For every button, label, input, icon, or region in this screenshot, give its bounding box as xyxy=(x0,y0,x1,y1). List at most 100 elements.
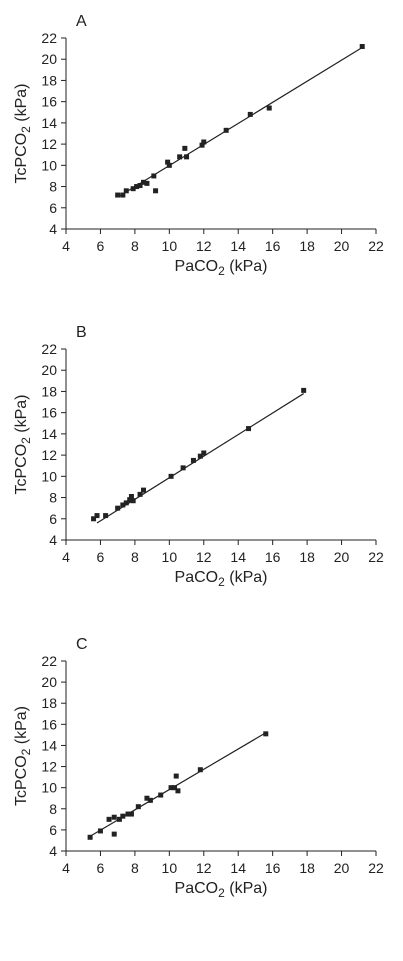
y-axis-label: TcPCO2 (kPa) xyxy=(13,83,33,183)
data-point xyxy=(190,457,196,463)
data-point xyxy=(147,797,153,803)
y-tick-label: 12 xyxy=(41,447,57,463)
data-point xyxy=(134,184,140,190)
x-tick-label: 22 xyxy=(368,860,384,876)
data-point xyxy=(97,828,103,834)
data-point xyxy=(128,811,134,817)
data-point xyxy=(135,804,141,810)
data-point xyxy=(266,105,272,111)
data-point xyxy=(141,487,146,493)
data-point xyxy=(141,179,146,185)
x-tick-label: 10 xyxy=(162,860,178,876)
data-point xyxy=(115,192,121,198)
x-tick-label: 18 xyxy=(299,238,315,254)
y-axis-label: TcPCO2 (kPa) xyxy=(13,706,33,806)
x-tick-label: 6 xyxy=(97,860,105,876)
data-point xyxy=(201,139,207,145)
data-point xyxy=(144,795,150,801)
x-axis-label: PaCO2 (kPa) xyxy=(175,258,268,278)
x-tick-label: 6 xyxy=(97,238,105,254)
chart-panel-c: 4 6 8 10 12 14 16 18 20 22 4 6 8 10 12 14 16 18 20 22 C PaCO2… xyxy=(13,636,384,900)
x-tick-label: 22 xyxy=(368,549,384,565)
x-tick-label: 16 xyxy=(265,238,281,254)
y-tick-label: 4 xyxy=(49,221,57,237)
data-point xyxy=(182,145,188,151)
data-point xyxy=(172,785,177,791)
x-tick-label: 12 xyxy=(196,238,212,254)
panel-label: A xyxy=(76,13,87,30)
data-point xyxy=(106,816,112,822)
y-tick-label: 16 xyxy=(41,405,57,421)
y-tick-label: 6 xyxy=(49,511,57,527)
data-point xyxy=(153,188,159,194)
x-tick-label: 14 xyxy=(230,549,246,565)
data-point xyxy=(120,192,126,198)
x-tick-label: 20 xyxy=(334,549,350,565)
y-tick-label: 14 xyxy=(41,426,57,442)
y-tick-label: 6 xyxy=(49,200,57,216)
data-point xyxy=(120,813,126,819)
y-tick-label: 18 xyxy=(41,695,57,711)
data-point xyxy=(130,186,136,192)
data-point xyxy=(151,173,157,179)
data-point xyxy=(123,188,129,194)
data-point xyxy=(137,182,143,188)
data-point xyxy=(175,788,181,794)
x-tick-label: 12 xyxy=(196,860,212,876)
y-tick-label: 10 xyxy=(41,468,57,484)
x-tick-label: 20 xyxy=(334,860,350,876)
data-point xyxy=(111,831,117,837)
data-point xyxy=(94,513,100,519)
data-point xyxy=(116,816,122,822)
x-tick-label: 16 xyxy=(265,860,281,876)
data-point xyxy=(168,785,174,791)
y-tick-label: 4 xyxy=(49,532,57,548)
regression-line xyxy=(117,47,363,198)
y-tick-label: 10 xyxy=(41,157,57,173)
x-tick-label: 18 xyxy=(299,549,315,565)
data-point xyxy=(173,773,179,779)
x-tick-label: 10 xyxy=(162,549,178,565)
data-point xyxy=(87,834,93,840)
data-point xyxy=(103,513,109,519)
data-point xyxy=(144,180,150,186)
y-tick-label: 6 xyxy=(49,822,57,838)
data-point xyxy=(127,497,133,503)
x-tick-label: 6 xyxy=(97,549,105,565)
y-tick-label: 8 xyxy=(49,490,57,506)
y-tick-label: 22 xyxy=(41,30,57,46)
data-point xyxy=(184,154,190,160)
y-tick-label: 12 xyxy=(41,136,57,152)
chart-panel-b: 4 6 8 10 12 14 16 18 20 22 4 6 8 10 12 14 16 18 20 22 B PaCO2… xyxy=(13,324,384,589)
x-tick-label: 4 xyxy=(62,549,70,565)
y-axis-label: TcPCO2 (kPa) xyxy=(13,394,33,494)
data-point xyxy=(201,450,207,456)
y-tick-label: 12 xyxy=(41,759,57,775)
y-tick-label: 20 xyxy=(41,51,57,67)
x-axis-label: PaCO2 (kPa) xyxy=(175,569,268,589)
x-tick-label: 4 xyxy=(62,860,70,876)
x-tick-label: 22 xyxy=(368,238,384,254)
y-tick-label: 4 xyxy=(49,843,57,859)
y-tick-label: 14 xyxy=(41,737,57,753)
data-point xyxy=(246,426,252,432)
x-tick-label: 14 xyxy=(230,238,246,254)
data-point xyxy=(125,811,131,817)
x-tick-label: 8 xyxy=(131,238,139,254)
x-tick-label: 18 xyxy=(299,860,315,876)
x-tick-label: 20 xyxy=(334,238,350,254)
data-point xyxy=(130,498,136,504)
data-point xyxy=(180,465,186,471)
data-point xyxy=(247,111,253,117)
data-point xyxy=(128,493,134,499)
x-tick-label: 10 xyxy=(162,238,178,254)
data-point xyxy=(137,491,143,497)
data-point xyxy=(263,731,269,737)
y-tick-label: 16 xyxy=(41,94,57,110)
x-tick-label: 8 xyxy=(131,860,139,876)
data-point xyxy=(199,142,205,148)
y-tick-label: 16 xyxy=(41,716,57,732)
data-point xyxy=(91,516,97,522)
y-tick-label: 22 xyxy=(41,653,57,669)
panel-label: C xyxy=(76,636,88,653)
